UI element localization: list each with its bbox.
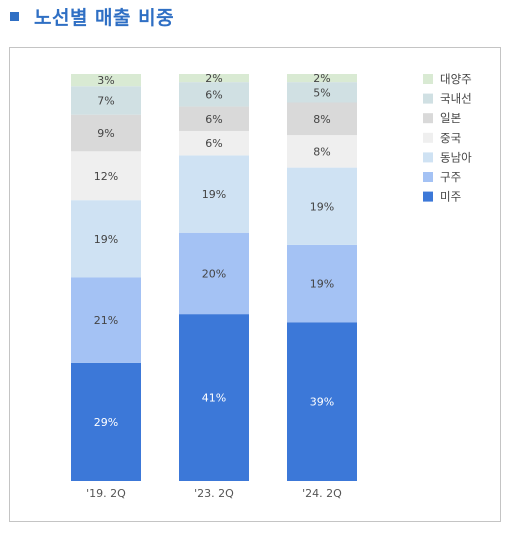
data-label-대양주-2: 2% xyxy=(313,72,330,85)
bar-segment-중국-0 xyxy=(71,151,141,201)
section-header: 노선별 매출 비중 xyxy=(10,4,175,29)
legend-label-대양주: 대양주 xyxy=(440,72,472,86)
legend-swatch-대양주 xyxy=(423,74,433,84)
data-label-국내선-2: 5% xyxy=(313,86,330,99)
legend-label-동남아: 동남아 xyxy=(440,150,472,164)
chart-title: 노선별 매출 비중 xyxy=(34,6,175,29)
bar-segment-국내선-0 xyxy=(71,86,141,115)
data-label-미주-0: 29% xyxy=(94,416,118,429)
bar-segment-미주-0 xyxy=(71,362,141,481)
data-label-동남아-0: 19% xyxy=(94,233,118,246)
data-label-동남아-1: 19% xyxy=(202,188,226,201)
bar-segment-구주-0 xyxy=(71,277,141,363)
bar-segment-미주-2 xyxy=(287,322,357,481)
bar-segment-동남아-2 xyxy=(287,167,357,245)
bar-segment-일본-2 xyxy=(287,102,357,136)
legend-swatch-국내선 xyxy=(423,93,433,104)
bar-segment-동남아-0 xyxy=(71,200,141,278)
bar-segment-국내선-1 xyxy=(179,82,249,107)
bar-segment-대양주-2 xyxy=(287,74,357,83)
legend-label-미주: 미주 xyxy=(440,190,461,204)
data-label-중국-0: 12% xyxy=(94,170,118,183)
bar-segment-중국-1 xyxy=(179,130,249,156)
bar-segment-동남아-1 xyxy=(179,155,249,233)
bar-segment-일본-0 xyxy=(71,114,141,152)
legend-label-일본: 일본 xyxy=(440,111,461,125)
data-label-중국-1: 6% xyxy=(205,137,222,150)
data-label-미주-2: 39% xyxy=(310,396,334,409)
data-label-국내선-0: 7% xyxy=(97,94,114,107)
data-label-일본-1: 6% xyxy=(205,113,222,126)
data-label-구주-2: 19% xyxy=(310,278,334,291)
bar-segment-일본-1 xyxy=(179,106,249,131)
legend-swatch-동남아 xyxy=(423,152,433,163)
legend-swatch-구주 xyxy=(423,172,433,182)
bar-segment-구주-1 xyxy=(179,232,249,315)
data-label-구주-1: 20% xyxy=(202,267,226,280)
data-label-중국-2: 8% xyxy=(313,145,330,158)
legend-swatch-미주 xyxy=(423,191,433,202)
legend-swatch-중국 xyxy=(423,132,433,143)
legend-swatch-일본 xyxy=(423,113,433,124)
x-tick-label-1: '23. 2Q xyxy=(194,487,234,500)
data-label-일본-2: 8% xyxy=(313,113,330,126)
bar-segment-대양주-1 xyxy=(179,74,249,83)
data-label-미주-1: 41% xyxy=(202,392,226,405)
bar-segment-대양주-0 xyxy=(71,74,141,87)
data-label-국내선-1: 6% xyxy=(205,88,222,101)
legend-label-중국: 중국 xyxy=(440,131,461,145)
x-tick-label-0: '19. 2Q xyxy=(86,487,126,500)
x-tick-label-2: '24. 2Q xyxy=(302,487,342,500)
data-label-대양주-1: 2% xyxy=(205,72,222,85)
data-label-동남아-2: 19% xyxy=(310,200,334,213)
bullet-square-icon xyxy=(10,11,19,21)
bar-segment-구주-2 xyxy=(287,244,357,323)
legend-label-구주: 구주 xyxy=(440,170,461,184)
legend-label-국내선: 국내선 xyxy=(440,92,472,106)
data-label-일본-0: 9% xyxy=(97,127,114,140)
data-label-대양주-0: 3% xyxy=(97,74,114,87)
bar-segment-국내선-2 xyxy=(287,82,357,103)
bar-segment-미주-1 xyxy=(179,314,249,481)
data-label-구주-0: 21% xyxy=(94,314,118,327)
bar-segment-중국-2 xyxy=(287,135,357,168)
